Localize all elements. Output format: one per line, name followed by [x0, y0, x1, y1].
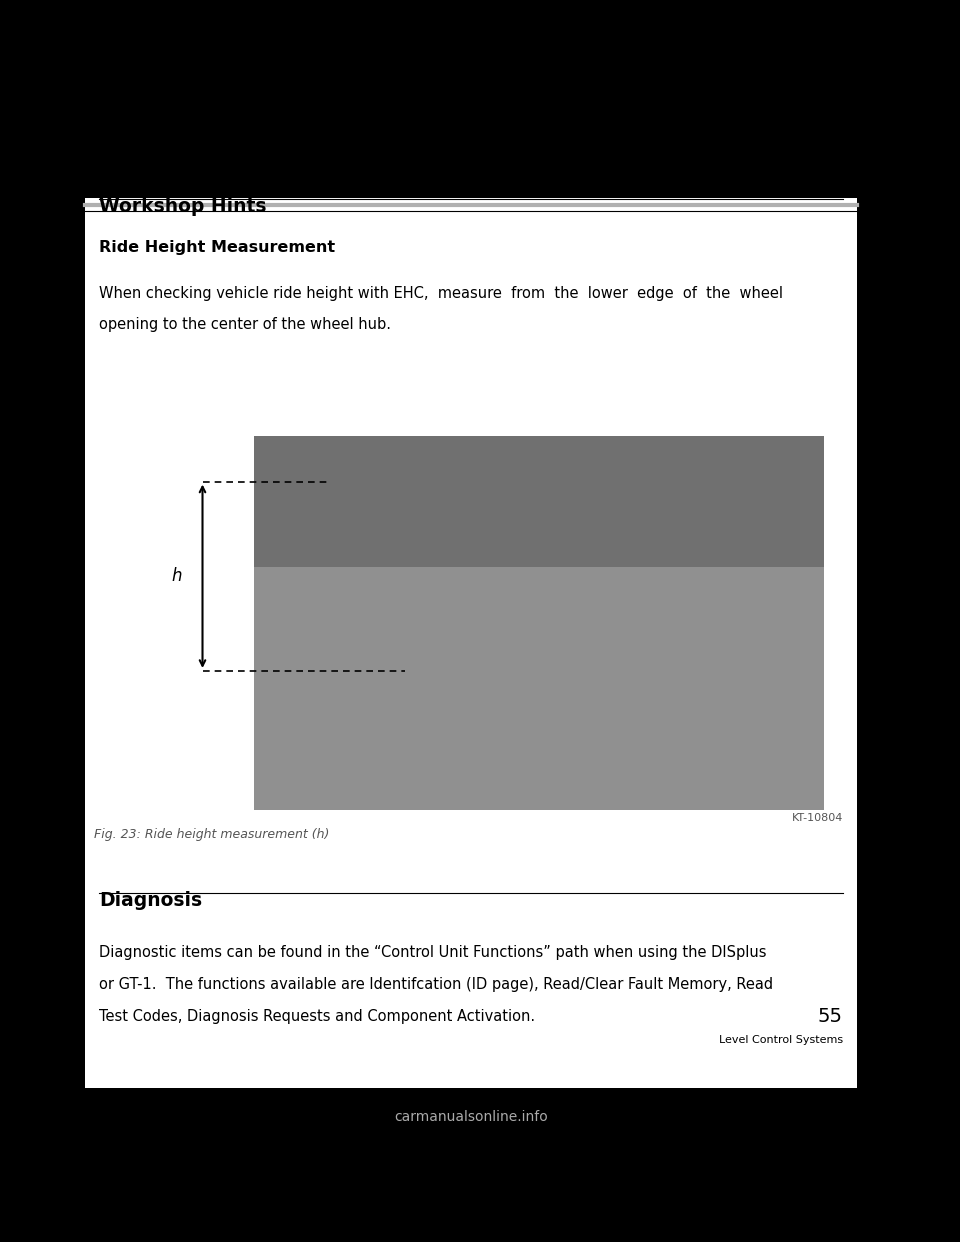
Text: When checking vehicle ride height with EHC,  measure  from  the  lower  edge  of: When checking vehicle ride height with E…: [99, 286, 783, 301]
Text: ing the “Chassis - Pneumatic Suspension” path all of the Service Functions are l: ing the “Chassis - Pneumatic Suspension”…: [99, 1212, 761, 1227]
Text: or GT-1.  The functions available are Identifcation (ID page), Read/Clear Fault : or GT-1. The functions available are Ide…: [99, 977, 773, 992]
Text: KT-10804: KT-10804: [792, 812, 843, 822]
Text: the E65/E66 EHC system.  By entering into the “Function Selection” program and f: the E65/E66 EHC system. By entering into…: [99, 1181, 747, 1196]
Text: Diagnosis: Diagnosis: [99, 891, 202, 909]
Text: Service Functions: Service Functions: [99, 1094, 286, 1114]
Text: In the Diagnosis Program, there are numerous Service Functions that can be perfo: In the Diagnosis Program, there are nume…: [99, 1149, 767, 1164]
Bar: [84, 135, 857, 199]
Text: Test Codes, Diagnosis Requests and Component Activation.: Test Codes, Diagnosis Requests and Compo…: [99, 1009, 535, 1023]
Text: h: h: [171, 568, 181, 585]
Text: Diagnostic items can be found in the “Control Unit Functions” path when using th: Diagnostic items can be found in the “Co…: [99, 945, 766, 960]
Text: Level Control Systems: Level Control Systems: [719, 1035, 843, 1045]
Text: Ride Height Measurement: Ride Height Measurement: [99, 240, 335, 256]
Text: Workshop Hints: Workshop Hints: [99, 197, 266, 216]
Text: Fig. 23: Ride height measurement (h): Fig. 23: Ride height measurement (h): [94, 828, 329, 841]
Text: 55: 55: [818, 1006, 843, 1026]
Bar: [254, 436, 824, 810]
Bar: [84, 135, 857, 1088]
Text: opening to the center of the wheel hub.: opening to the center of the wheel hub.: [99, 317, 391, 333]
Bar: [254, 436, 824, 568]
Text: carmanualsonline.info: carmanualsonline.info: [394, 1110, 548, 1124]
